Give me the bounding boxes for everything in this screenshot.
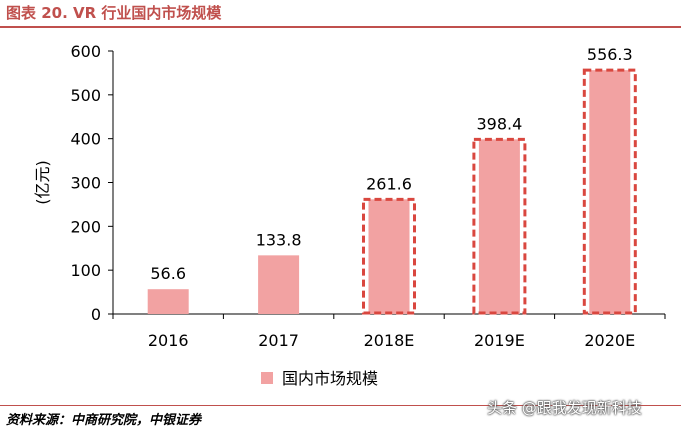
forecast-dashed-frame [582,68,637,315]
x-tick-label: 2017 [258,331,299,350]
legend-swatch [261,372,273,384]
bar [589,70,631,314]
axes: 0 100 200 300 400 500 600 (亿元) 2016 2017 2018E 2019… [33,42,666,350]
bar [147,289,189,314]
data-label: 556.3 [587,45,633,64]
y-tick-label: 500 [70,86,101,105]
x-tick-label: 2016 [148,331,189,350]
source-note: 资料来源：中商研究院，中银证券 [6,413,202,428]
bar-chart: 0 100 200 300 400 500 600 (亿元) 2016 2017 2018E 2019… [33,42,666,388]
data-label: 261.6 [366,174,412,193]
figure-title: 图表 20. VR 行业国内市场规模 [6,4,222,22]
y-tick-label: 100 [70,261,101,280]
data-label: 398.4 [476,114,522,133]
watermark: 头条 @跟我发现新科技 [487,399,642,417]
legend-label: 国内市场规模 [282,369,378,388]
y-tick-label: 200 [70,217,101,236]
forecast-dashed-frame [362,197,416,315]
x-tick-label: 2018E [364,331,415,350]
data-label: 133.8 [256,230,302,249]
x-tick-label: 2020E [584,331,635,350]
y-axis-title: (亿元) [33,160,52,205]
y-tick-label: 0 [91,305,101,324]
x-tick-label: 2019E [474,331,525,350]
bar [478,139,520,314]
forecast-dashed-frame [472,137,527,315]
data-label: 56.6 [150,264,186,283]
legend: 国内市场规模 [261,369,378,388]
title-divider [0,26,681,28]
bars: 56.6 133.8 261.6 398.4 556.3 [147,45,637,315]
y-tick-label: 600 [70,42,101,61]
source-divider [0,405,681,406]
bar [258,255,300,314]
y-tick-label: 300 [70,174,101,193]
bar [368,199,410,314]
y-tick-label: 400 [70,130,101,149]
